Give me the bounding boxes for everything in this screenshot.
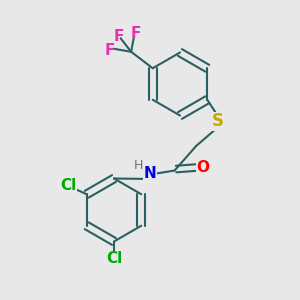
Text: N: N — [144, 166, 156, 181]
Text: F: F — [113, 28, 124, 44]
Text: F: F — [105, 43, 115, 58]
Text: S: S — [212, 112, 224, 130]
Text: Cl: Cl — [60, 178, 76, 193]
Text: O: O — [196, 160, 210, 175]
Text: F: F — [130, 26, 141, 41]
Text: Cl: Cl — [106, 251, 122, 266]
Text: H: H — [134, 159, 143, 172]
